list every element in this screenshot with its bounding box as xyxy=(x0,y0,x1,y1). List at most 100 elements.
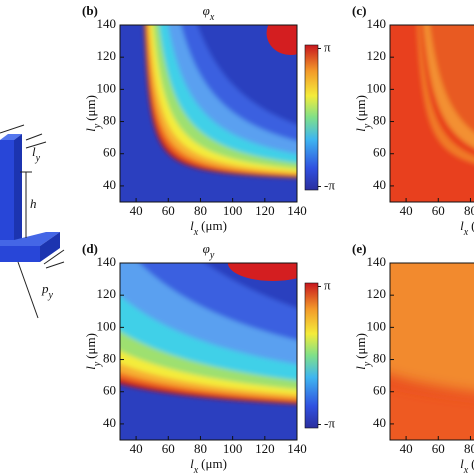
y-axis-label-part: l xyxy=(83,366,98,370)
x-axis-label-part: l xyxy=(460,456,464,471)
y-tick-label: 40 xyxy=(373,177,386,192)
y-axis-label-part: l xyxy=(353,128,368,132)
schematic xyxy=(0,124,65,319)
x-axis-label: lx(μm) xyxy=(190,218,227,238)
x-axis-label-part: (μm) xyxy=(471,456,474,471)
y-axis-label: ly (μm) xyxy=(353,333,373,370)
x-axis-label-part: l xyxy=(190,218,194,233)
heatmap xyxy=(390,263,474,440)
panel-label: (e) xyxy=(352,241,366,256)
label-ly: ly xyxy=(32,144,41,164)
label-py: py xyxy=(41,281,54,301)
heatmap-field xyxy=(144,25,297,178)
x-axis-label: lx(μm) xyxy=(460,456,474,474)
y-axis-label-part: y xyxy=(92,123,103,129)
y-tick-label: 80 xyxy=(103,351,116,366)
x-tick-label: 80 xyxy=(194,203,207,218)
y-axis-label-part: (μm) xyxy=(83,333,98,359)
panel-title: φx xyxy=(203,3,215,23)
y-tick-label: 60 xyxy=(373,383,386,398)
y-axis-label: ly (μm) xyxy=(353,95,373,132)
y-tick-label: 40 xyxy=(373,415,386,430)
x-tick-label: 60 xyxy=(432,441,445,456)
y-tick-label: 80 xyxy=(373,351,386,366)
x-tick-label: 80 xyxy=(464,203,474,218)
y-tick-label: 80 xyxy=(103,113,116,128)
x-tick-label: 140 xyxy=(287,441,307,456)
y-tick-label: 100 xyxy=(367,318,387,333)
heatmap xyxy=(120,25,297,202)
label-py-part: y xyxy=(48,290,54,301)
heatmap xyxy=(120,263,297,440)
x-axis-label-part: l xyxy=(190,456,194,471)
heatmap-blob xyxy=(266,25,297,56)
y-tick-label: 100 xyxy=(97,80,117,95)
y-tick-label: 120 xyxy=(97,286,117,301)
colorbar-tick-label: -π xyxy=(324,178,335,193)
y-tick-label: 140 xyxy=(367,254,387,269)
axes-frame xyxy=(119,262,298,441)
y-tick-label: 60 xyxy=(103,383,116,398)
y-axis-label-part: y xyxy=(362,361,373,367)
y-tick-label: 40 xyxy=(103,177,116,192)
panel-title: φy xyxy=(203,241,215,261)
x-axis-label: lx(μm) xyxy=(190,456,227,474)
colorbar-tick-label: π xyxy=(324,39,331,54)
x-axis-label-part: (μm) xyxy=(201,218,227,233)
panel-title-part: φ xyxy=(203,3,210,18)
y-tick-label: 40 xyxy=(103,415,116,430)
y-tick-label: 60 xyxy=(103,145,116,160)
y-axis-label-part: (μm) xyxy=(353,95,368,121)
y-tick-label: 100 xyxy=(97,318,117,333)
colorbar xyxy=(304,44,319,191)
x-tick-label: 40 xyxy=(130,441,143,456)
axes-frame xyxy=(389,24,474,203)
x-tick-label: 100 xyxy=(223,441,243,456)
x-axis-label: lx(μm) xyxy=(460,218,474,238)
heatmap-field xyxy=(416,25,474,164)
x-tick-label: 100 xyxy=(223,203,243,218)
x-axis-label-part: x xyxy=(193,227,199,238)
axes-frame xyxy=(119,24,298,203)
colorbar-tick-label: -π xyxy=(324,416,335,431)
panel-label: (d) xyxy=(82,241,98,256)
y-tick-label: 60 xyxy=(373,145,386,160)
panel-title-part: φ xyxy=(203,241,210,256)
y-axis-label-part: y xyxy=(362,123,373,129)
panel-title-part: x xyxy=(209,12,215,23)
x-tick-label: 80 xyxy=(194,441,207,456)
y-axis-label-part: (μm) xyxy=(353,333,368,359)
x-tick-label: 80 xyxy=(464,441,474,456)
y-tick-label: 120 xyxy=(367,286,387,301)
x-tick-label: 40 xyxy=(130,203,143,218)
y-tick-label: 120 xyxy=(97,48,117,63)
x-tick-label: 140 xyxy=(287,203,307,218)
label-ly-part: l xyxy=(32,144,36,159)
x-tick-label: 60 xyxy=(162,441,175,456)
heatmap-band xyxy=(197,25,297,125)
panel-label: (b) xyxy=(82,3,98,18)
y-tick-label: 140 xyxy=(367,16,387,31)
heatmap-band xyxy=(429,25,474,133)
x-axis-label-part: (μm) xyxy=(471,218,474,233)
label-py-part: p xyxy=(41,281,49,296)
y-tick-label: 140 xyxy=(97,254,117,269)
panel-title-part: y xyxy=(209,250,215,261)
heatmap-blob xyxy=(227,263,297,281)
x-tick-label: 60 xyxy=(162,203,175,218)
x-tick-label: 60 xyxy=(432,203,445,218)
x-axis-label-part: x xyxy=(193,465,199,474)
colorbar xyxy=(304,282,319,429)
y-tick-label: 140 xyxy=(97,16,117,31)
y-axis-label-part: l xyxy=(83,128,98,132)
x-axis-label-part: (μm) xyxy=(201,456,227,471)
x-tick-label: 40 xyxy=(400,203,413,218)
x-axis-label-part: x xyxy=(463,465,469,474)
x-axis-label-part: x xyxy=(463,227,469,238)
y-axis-label: ly (μm) xyxy=(83,333,103,370)
heatmap xyxy=(390,25,474,202)
y-tick-label: 120 xyxy=(367,48,387,63)
heatmap-field xyxy=(120,263,297,405)
x-tick-label: 120 xyxy=(255,203,275,218)
